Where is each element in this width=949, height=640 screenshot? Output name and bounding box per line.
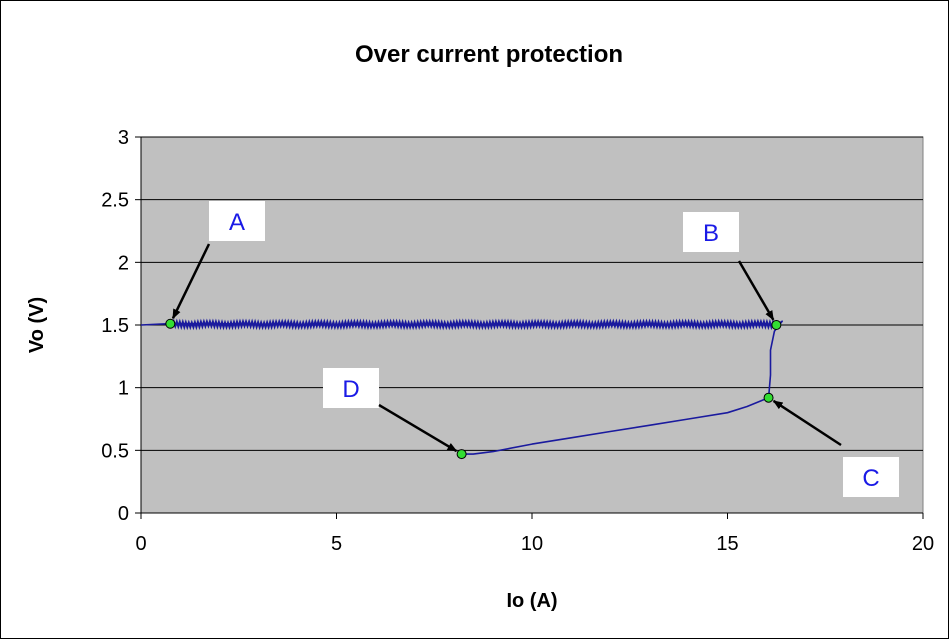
x-tick-label-4: 20 xyxy=(912,533,934,555)
marker-D xyxy=(456,449,467,460)
marker-C xyxy=(763,392,774,403)
x-tick-label-1: 5 xyxy=(331,533,342,555)
callout-arrow-D xyxy=(378,403,458,453)
callout-box-B xyxy=(683,212,739,252)
marker-B xyxy=(771,320,782,330)
gridlines xyxy=(140,136,923,514)
callout-label-A: A xyxy=(229,209,245,236)
x-axis-title: Io (A) xyxy=(506,590,557,612)
y-tick-label-3: 1.5 xyxy=(101,315,129,337)
y-tick-label-2: 1 xyxy=(118,378,129,400)
callout-label-C: C xyxy=(862,465,879,492)
callout-box-C xyxy=(843,457,899,497)
y-tick-label-4: 2 xyxy=(118,252,129,274)
callout-box-A xyxy=(209,201,265,241)
chart-title: Over current protection xyxy=(355,41,623,68)
x-tick-label-2: 10 xyxy=(521,533,543,555)
callout-arrow-C xyxy=(772,399,842,447)
y-axis-title: Vo (V) xyxy=(26,297,48,353)
x-tick-label-0: 0 xyxy=(135,533,146,555)
y-tick-label-6: 3 xyxy=(118,127,129,149)
series-layer xyxy=(140,318,784,455)
marker-A xyxy=(165,318,176,329)
x-tick-labels: 0 5 10 15 20 xyxy=(135,513,934,555)
callout-arrow-A xyxy=(171,243,211,320)
y-tick-label-1: 0.5 xyxy=(101,440,129,462)
x-tick-label-3: 15 xyxy=(716,533,738,555)
callout-label-D: D xyxy=(342,376,359,403)
callout-arrow-B xyxy=(737,260,775,321)
series-line xyxy=(140,320,784,455)
series-noise-band xyxy=(171,318,776,331)
callout-box-D xyxy=(323,368,379,408)
y-tick-label-0: 0 xyxy=(118,503,129,525)
callout-label-B: B xyxy=(703,220,719,247)
annotations: A B C D xyxy=(165,201,899,497)
y-tick-labels: 0 0.5 1 1.5 2 2.5 3 xyxy=(101,127,141,525)
y-tick-label-5: 2.5 xyxy=(101,190,129,212)
